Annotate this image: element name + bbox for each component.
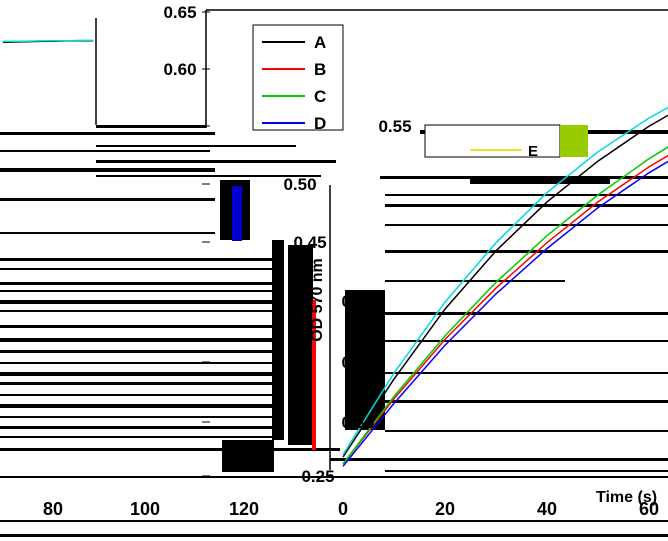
main-chart: 0.25 0.30 0.35 0.40 0.45 0.50 0.55 0.60 0.65 0 20… [163, 3, 668, 519]
x-tick-label: 100 [130, 499, 160, 519]
glitch-bar [0, 394, 280, 396]
series-line-e [342, 106, 668, 456]
y-tick-label: 0.35 [341, 353, 374, 372]
y-tick-label: 0.45 [293, 233, 326, 252]
glitch-bar [96, 160, 336, 163]
glitch-bar [330, 458, 668, 461]
glitch-bar [0, 258, 280, 261]
glitch-block-blue [232, 186, 242, 241]
main-chart-series [342, 106, 668, 467]
inset-legend-label-e: E [528, 143, 538, 160]
x-tick-label: 80 [43, 499, 63, 519]
glitch-bar [0, 198, 215, 201]
green-marker [560, 125, 588, 157]
x-tick-label: 20 [435, 499, 455, 519]
legend-label-c: C [314, 87, 326, 106]
glitch-bar [0, 476, 668, 478]
glitch-bars [0, 125, 668, 537]
y-tick-label: 0.65 [163, 3, 196, 22]
y-tick-label: 0.30 [341, 413, 374, 432]
glitch-bar [96, 145, 296, 147]
glitch-bar [0, 534, 668, 537]
glitch-block [272, 240, 284, 440]
y-tick-label: 0.55 [378, 117, 411, 136]
x-tick-label: 40 [537, 499, 557, 519]
left-chart: 80 100 120 [2, 18, 259, 519]
x-tick-label: 0 [338, 499, 348, 519]
glitch-bar [385, 312, 668, 315]
glitch-bar [0, 350, 280, 353]
glitch-bar [0, 282, 280, 285]
glitch-bar [0, 310, 280, 312]
glitch-bar [0, 416, 280, 418]
glitch-bar [0, 520, 668, 522]
series-line-a [342, 114, 668, 458]
glitch-block [345, 290, 385, 430]
glitch-bar [385, 340, 668, 342]
x-tick-label: 60 [639, 499, 659, 519]
legend-label-b: B [314, 60, 326, 79]
glitch-bar [0, 436, 280, 438]
inset-legend-box [424, 124, 561, 158]
y-tick-label: 0.25 [301, 467, 334, 486]
y-tick-label: 0.50 [283, 175, 316, 194]
glitch-bar [0, 448, 340, 451]
glitch-bar [0, 268, 280, 270]
series-line-c [342, 146, 668, 465]
glitch-block [288, 245, 313, 445]
main-chart-y-ticks: 0.25 0.30 0.35 0.40 0.45 0.50 0.55 0.60 0.65 [163, 3, 411, 486]
y-tick-label: 0.40 [341, 292, 374, 311]
legend-label-a: A [314, 33, 326, 52]
left-chart-x-ticks: 80 100 120 [43, 499, 259, 519]
glitch-block [222, 440, 274, 472]
glitch-bar [0, 290, 280, 292]
series-line-b [342, 154, 668, 465]
glitch-bar [0, 362, 280, 364]
glitch-bar [0, 325, 280, 328]
glitch-bar [0, 372, 280, 376]
glitch-bar [96, 175, 321, 177]
glitch-bar [385, 194, 668, 196]
glitch-bar [385, 250, 668, 253]
y-axis-title-group: OD 570 nm [309, 258, 326, 342]
main-chart-x-ticks: 0 20 40 60 [338, 499, 659, 519]
glitch-bar [385, 224, 668, 226]
series-line-e [2, 39, 94, 43]
glitch-bar [0, 150, 210, 152]
glitch-bar [96, 125, 206, 128]
glitch-bar [0, 132, 215, 135]
glitch-bar [385, 470, 668, 472]
glitch-block [470, 176, 610, 184]
glitch-bar [0, 168, 215, 172]
glitch-bar [0, 338, 280, 342]
series-line-d [342, 160, 668, 467]
glitch-bar [0, 404, 280, 408]
y-axis-title: OD 570 nm [309, 258, 326, 342]
glitch-bar [0, 426, 280, 429]
glitch-bar [0, 382, 280, 385]
legend-label-d: D [314, 114, 326, 133]
x-axis-title: Time (s) [596, 489, 657, 506]
glitch-bar [385, 430, 668, 432]
glitch-bar [385, 372, 668, 374]
left-chart-series [2, 39, 94, 43]
glitch-bar [0, 300, 280, 304]
glitch-bar [385, 280, 565, 282]
legend-box [252, 24, 344, 131]
x-tick-label: 120 [229, 499, 259, 519]
y-tick-label: 0.60 [163, 60, 196, 79]
glitch-bar [0, 232, 215, 234]
glitch-bar [385, 204, 668, 207]
glitch-strip-red [312, 300, 316, 450]
glitch-bar [385, 400, 668, 403]
